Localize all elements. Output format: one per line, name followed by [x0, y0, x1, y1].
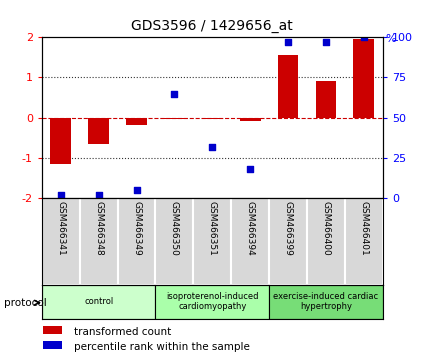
Text: GSM466350: GSM466350: [170, 201, 179, 256]
Bar: [307, 198, 345, 285]
Bar: [42, 198, 80, 285]
Text: GSM466399: GSM466399: [283, 201, 293, 256]
Bar: [193, 198, 231, 285]
Bar: [43, 326, 62, 334]
Text: GSM466349: GSM466349: [132, 201, 141, 256]
Bar: [80, 198, 117, 285]
Bar: [117, 198, 155, 285]
Text: GSM466394: GSM466394: [246, 201, 255, 256]
Point: [95, 192, 102, 198]
Bar: [269, 285, 383, 319]
Text: exercise-induced cardiac
hypertrophy: exercise-induced cardiac hypertrophy: [273, 292, 378, 312]
Bar: [42, 285, 155, 319]
Bar: [202, 118, 223, 119]
Point: [133, 187, 140, 193]
Title: GDS3596 / 1429656_at: GDS3596 / 1429656_at: [132, 19, 293, 33]
Bar: [126, 118, 147, 125]
Point: [209, 144, 216, 149]
Bar: [164, 118, 185, 119]
Bar: [43, 341, 62, 349]
Text: GSM466400: GSM466400: [322, 201, 330, 256]
Bar: [240, 118, 260, 121]
Text: GSM466341: GSM466341: [56, 201, 65, 256]
Text: transformed count: transformed count: [74, 326, 171, 337]
Bar: [155, 198, 193, 285]
Point: [285, 39, 292, 45]
Text: GSM466348: GSM466348: [94, 201, 103, 256]
Bar: [278, 55, 298, 118]
Point: [360, 34, 367, 40]
Bar: [345, 198, 383, 285]
Text: protocol: protocol: [4, 298, 47, 308]
Text: GSM466351: GSM466351: [208, 201, 217, 256]
Text: isoproterenol-induced
cardiomyopathy: isoproterenol-induced cardiomyopathy: [166, 292, 259, 312]
Point: [247, 166, 254, 172]
Bar: [50, 118, 71, 164]
Point: [57, 192, 64, 198]
Bar: [353, 39, 374, 118]
Point: [323, 39, 330, 45]
Text: %: %: [385, 34, 396, 44]
Bar: [231, 198, 269, 285]
Bar: [315, 81, 337, 118]
Bar: [269, 198, 307, 285]
Bar: [155, 285, 269, 319]
Text: control: control: [84, 297, 113, 306]
Text: percentile rank within the sample: percentile rank within the sample: [74, 342, 250, 352]
Text: GSM466401: GSM466401: [359, 201, 368, 256]
Point: [171, 91, 178, 96]
Bar: [88, 118, 109, 144]
